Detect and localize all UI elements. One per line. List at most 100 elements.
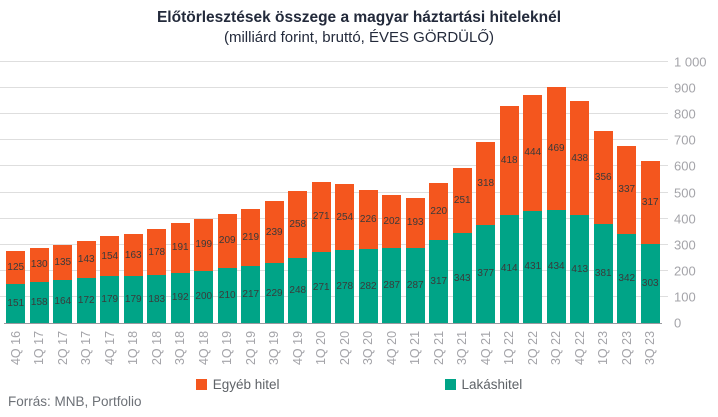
- bar-segment-lakashitel: 381: [593, 223, 613, 323]
- bar-segment-lakashitel: 172: [76, 278, 96, 323]
- bar-segment-egyeb-hitel: 469: [546, 87, 566, 210]
- bar-slot: 178 183: [145, 228, 169, 323]
- bar-value-label: 229: [265, 287, 283, 299]
- stacked-bar: 193 287: [405, 197, 425, 323]
- x-axis-tick-label: 3Q 21: [455, 330, 470, 366]
- stacked-bar: 219 217: [241, 209, 261, 323]
- bar-value-label: 130: [30, 259, 48, 271]
- bar-segment-lakashitel: 342: [617, 233, 637, 323]
- bar-segment-lakashitel: 317: [429, 240, 449, 323]
- bars: 125 151 130 158 135 164 143 172 154 179 163 179 178 1…: [4, 62, 662, 323]
- x-axis-tick: 1Q 19: [216, 325, 240, 371]
- bar-slot: 135 164: [51, 244, 75, 323]
- bar-segment-egyeb-hitel: 318: [476, 141, 496, 225]
- x-axis-tick-label: 1Q 21: [408, 330, 423, 366]
- x-axis-tick-label: 3Q 19: [267, 330, 282, 366]
- bar-value-label: 343: [453, 272, 471, 284]
- stacked-bar: 154 179: [100, 236, 120, 323]
- bar-value-label: 217: [242, 289, 260, 301]
- bar-value-label: 381: [594, 267, 612, 279]
- bar-value-label: 271: [312, 211, 330, 223]
- x-axis-tick: 2Q 22: [521, 325, 545, 371]
- stacked-bar: 356 381: [593, 130, 613, 323]
- bar-segment-lakashitel: 183: [147, 275, 167, 323]
- bar-value-label: 151: [7, 297, 25, 309]
- bar-segment-lakashitel: 200: [194, 270, 214, 323]
- stacked-bar: 163 179: [123, 233, 143, 323]
- x-axis-tick: 2Q 21: [427, 325, 451, 371]
- bar-segment-lakashitel: 192: [170, 272, 190, 323]
- bar-slot: 469 434: [545, 87, 569, 323]
- x-axis-tick-label: 4Q 18: [196, 330, 211, 366]
- x-axis-tick: 4Q 22: [568, 325, 592, 371]
- bar-value-label: 135: [54, 257, 72, 269]
- x-axis-tick: 4Q 18: [192, 325, 216, 371]
- bar-value-label: 179: [124, 294, 142, 306]
- bar-segment-egyeb-hitel: 191: [170, 223, 190, 273]
- bar-value-label: 318: [477, 177, 495, 189]
- x-axis-labels: 4Q 16 1Q 17 2Q 17 3Q 17 4Q 17 1Q 18 2Q 18 3Q 18…: [4, 325, 662, 371]
- x-axis-tick-label: 1Q 20: [314, 330, 329, 366]
- bar-segment-lakashitel: 278: [335, 250, 355, 323]
- bar-segment-egyeb-hitel: 163: [123, 233, 143, 277]
- bar-segment-egyeb-hitel: 271: [311, 181, 331, 253]
- legend-label-egyeb-hitel: Egyéb hitel: [212, 377, 280, 392]
- y-gridline: [0, 61, 668, 62]
- bar-slot: 337 342: [615, 145, 639, 323]
- bar-segment-egyeb-hitel: 251: [452, 167, 472, 234]
- bar-segment-egyeb-hitel: 209: [217, 213, 237, 269]
- bar-segment-lakashitel: 343: [452, 233, 472, 323]
- bar-segment-egyeb-hitel: 202: [382, 195, 402, 249]
- legend-item-lakashitel: Lakáshitel: [444, 377, 522, 392]
- bar-slot: 199 200: [192, 218, 216, 323]
- x-axis-tick: 1Q 23: [592, 325, 616, 371]
- y-axis-tick-label: 700: [674, 132, 696, 148]
- bar-slot: 318 377: [474, 141, 498, 323]
- x-axis-tick-label: 1Q 17: [32, 330, 47, 366]
- bar-slot: 254 278: [333, 184, 357, 323]
- bar-segment-lakashitel: 179: [123, 276, 143, 323]
- stacked-bar: 199 200: [194, 218, 214, 323]
- bar-value-label: 251: [453, 195, 471, 207]
- bar-value-label: 413: [571, 263, 589, 275]
- stacked-bar: 251 343: [452, 167, 472, 323]
- x-axis-tick-label: 3Q 23: [643, 330, 658, 366]
- y-axis-tick-label: 1 000: [674, 54, 707, 70]
- y-axis-tick-label: 800: [674, 106, 696, 122]
- bar-segment-lakashitel: 377: [476, 224, 496, 323]
- x-axis-tick: 4Q 17: [98, 325, 122, 371]
- bar-value-label: 202: [383, 216, 401, 228]
- bar-value-label: 303: [641, 277, 659, 289]
- stacked-bar: 226 282: [358, 190, 378, 323]
- x-axis-tick: 3Q 17: [75, 325, 99, 371]
- y-axis-tick-label: 500: [674, 185, 696, 200]
- x-axis-tick: 2Q 18: [145, 325, 169, 371]
- bar-value-label: 337: [618, 184, 636, 196]
- bar-slot: 191 192: [169, 223, 193, 323]
- y-axis-tick-label: 600: [674, 158, 696, 174]
- stacked-bar: 469 434: [546, 87, 566, 323]
- bar-value-label: 278: [336, 281, 354, 293]
- stacked-bar: 191 192: [170, 223, 190, 323]
- x-axis-tick: 1Q 21: [404, 325, 428, 371]
- bar-value-label: 377: [477, 268, 495, 280]
- x-axis-tick: 1Q 20: [310, 325, 334, 371]
- bar-value-label: 356: [594, 171, 612, 183]
- bar-slot: 143 172: [75, 240, 99, 323]
- bar-value-label: 248: [289, 285, 307, 297]
- stacked-bar: 220 317: [429, 182, 449, 323]
- x-axis-tick: 2Q 23: [615, 325, 639, 371]
- bar-segment-lakashitel: 414: [499, 214, 519, 323]
- bar-value-label: 193: [406, 217, 424, 229]
- bar-value-label: 438: [571, 152, 589, 164]
- bar-value-label: 158: [30, 296, 48, 308]
- legend-item-egyeb-hitel: Egyéb hitel: [195, 377, 280, 392]
- stacked-bar: 318 377: [476, 141, 496, 323]
- bar-value-label: 199: [195, 239, 213, 251]
- bar-segment-lakashitel: 431: [523, 210, 543, 323]
- stacked-bar: 317 303: [640, 161, 660, 323]
- x-axis-tick: 2Q 20: [333, 325, 357, 371]
- x-axis-tick: 4Q 19: [286, 325, 310, 371]
- chart-title: Előtörlesztések összege a magyar háztart…: [156, 9, 562, 26]
